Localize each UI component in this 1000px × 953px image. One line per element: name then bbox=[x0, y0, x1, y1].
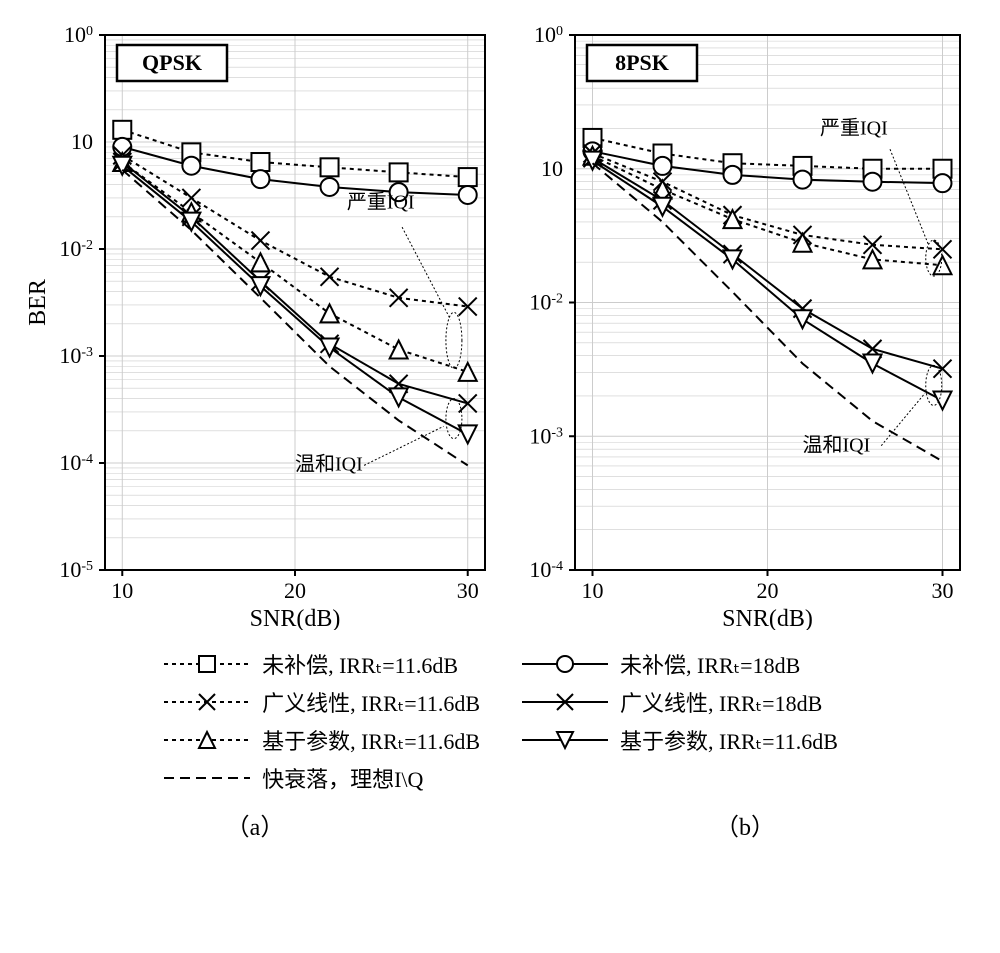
legend-item: 未补偿, IRRₜ=11.6dB bbox=[162, 650, 480, 678]
svg-text:10-4: 10-4 bbox=[59, 450, 93, 475]
legend: 未补偿, IRRₜ=11.6dB 广义线性, IRRₜ=11.6dB 基于参数, I… bbox=[50, 650, 950, 792]
figure-container: 10 20 30 SNR(dB) 100 10-2 10-3 10-4 10-5 10 BER QPS… bbox=[10, 10, 990, 842]
legend-item: 快衰落，理想I\Q bbox=[162, 764, 480, 792]
svg-text:SNR(dB): SNR(dB) bbox=[250, 606, 341, 630]
svg-text:100: 100 bbox=[534, 22, 563, 47]
chart-a-wrap: 10 20 30 SNR(dB) 100 10-2 10-3 10-4 10-5 10 BER QPS… bbox=[20, 10, 500, 630]
legend-item: 未补偿, IRRₜ=18dB bbox=[520, 650, 838, 678]
svg-text:QPSK: QPSK bbox=[142, 50, 202, 75]
legend-item: 基于参数, IRRₜ=11.6dB bbox=[520, 726, 838, 754]
legend-swatch bbox=[520, 652, 610, 676]
svg-text:10: 10 bbox=[541, 156, 563, 181]
legend-item: 广义线性, IRRₜ=18dB bbox=[520, 688, 838, 716]
legend-label: 快衰落，理想I\Q bbox=[262, 762, 423, 794]
svg-text:BER: BER bbox=[25, 279, 51, 326]
svg-text:10: 10 bbox=[582, 578, 604, 603]
subcaption-row: （a） （b） bbox=[10, 792, 990, 842]
legend-item: 广义线性, IRRₜ=11.6dB bbox=[162, 688, 480, 716]
chart-b-wrap: 10 20 30 SNR(dB) 100 10-2 10-3 10-4 10 8PSK 严重IQI 温… bbox=[500, 10, 980, 630]
svg-text:100: 100 bbox=[64, 22, 93, 47]
chart-a: 10 20 30 SNR(dB) 100 10-2 10-3 10-4 10-5 10 BER QPS… bbox=[20, 10, 500, 630]
legend-label: 未补偿, IRRₜ=11.6dB bbox=[262, 648, 458, 680]
legend-right-column: 未补偿, IRRₜ=18dB 广义线性, IRRₜ=18dB 基于参数, IRRₜ=… bbox=[520, 650, 838, 792]
charts-row: 10 20 30 SNR(dB) 100 10-2 10-3 10-4 10-5 10 BER QPS… bbox=[20, 10, 980, 630]
legend-swatch bbox=[520, 690, 610, 714]
legend-item: 基于参数, IRRₜ=11.6dB bbox=[162, 726, 480, 754]
chart-b: 10 20 30 SNR(dB) 100 10-2 10-3 10-4 10 8PSK 严重IQI 温… bbox=[500, 10, 980, 630]
legend-label: 基于参数, IRRₜ=11.6dB bbox=[262, 724, 480, 756]
svg-text:10-3: 10-3 bbox=[59, 343, 93, 368]
svg-text:10-3: 10-3 bbox=[529, 423, 563, 448]
subcaption-a: （a） bbox=[10, 807, 500, 842]
legend-label: 广义线性, IRRₜ=11.6dB bbox=[262, 686, 480, 718]
legend-swatch bbox=[520, 728, 610, 752]
svg-text:温和IQI: 温和IQI bbox=[803, 433, 871, 456]
legend-swatch bbox=[162, 690, 252, 714]
legend-label: 广义线性, IRRₜ=18dB bbox=[620, 686, 822, 718]
svg-text:10-5: 10-5 bbox=[59, 557, 93, 582]
svg-text:8PSK: 8PSK bbox=[615, 50, 669, 75]
svg-text:20: 20 bbox=[284, 578, 306, 603]
svg-text:10-4: 10-4 bbox=[529, 557, 563, 582]
svg-text:严重IQI: 严重IQI bbox=[820, 117, 888, 140]
svg-text:10: 10 bbox=[111, 578, 133, 603]
subcaption-b: （b） bbox=[500, 807, 990, 842]
svg-text:30: 30 bbox=[457, 578, 479, 603]
legend-label: 未补偿, IRRₜ=18dB bbox=[620, 648, 800, 680]
svg-text:SNR(dB): SNR(dB) bbox=[722, 606, 813, 630]
legend-label: 基于参数, IRRₜ=11.6dB bbox=[620, 724, 838, 756]
svg-text:严重IQI: 严重IQI bbox=[347, 190, 415, 213]
svg-text:10-2: 10-2 bbox=[529, 290, 563, 315]
svg-text:10: 10 bbox=[71, 129, 93, 154]
legend-left-column: 未补偿, IRRₜ=11.6dB 广义线性, IRRₜ=11.6dB 基于参数, I… bbox=[162, 650, 480, 792]
legend-swatch bbox=[162, 766, 252, 790]
svg-text:30: 30 bbox=[932, 578, 954, 603]
legend-swatch bbox=[162, 652, 252, 676]
svg-text:温和IQI: 温和IQI bbox=[295, 453, 363, 476]
legend-swatch bbox=[162, 728, 252, 752]
svg-text:10-2: 10-2 bbox=[59, 236, 93, 261]
svg-text:20: 20 bbox=[757, 578, 779, 603]
